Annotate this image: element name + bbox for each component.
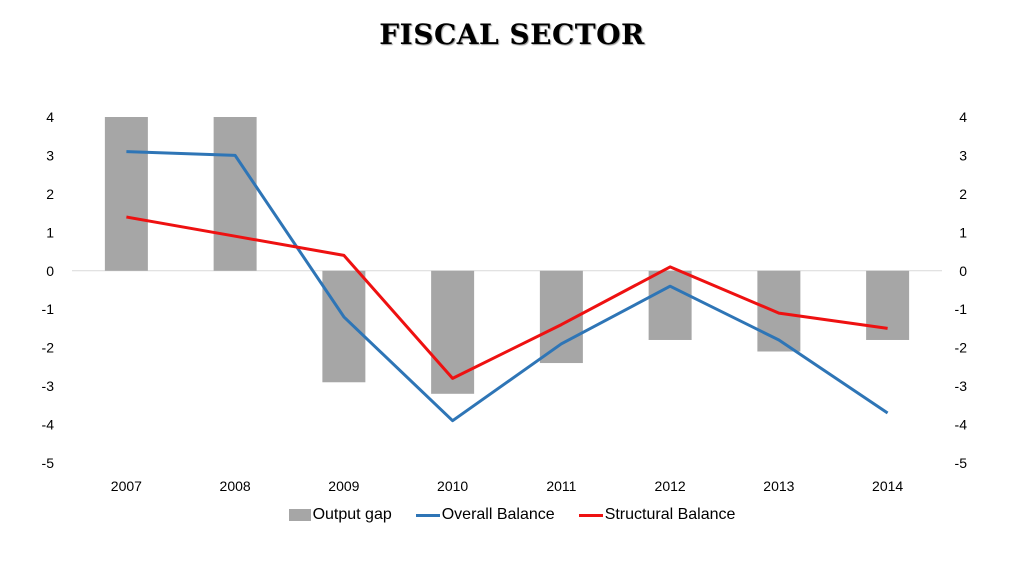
legend-swatch-overall-balance [415, 513, 440, 517]
y-tick-right-2: 2 [959, 186, 967, 202]
bar-output-gap-2007 [104, 117, 148, 271]
y-tick-right-3: 3 [959, 147, 967, 163]
legend-item-overall-balance[interactable]: Overall Balance [415, 506, 555, 524]
x-axis: 2007 2008 2009 2010 2011 2012 2013 2014 [111, 478, 904, 494]
y-tick-right-neg5: -5 [955, 455, 968, 471]
legend-label-structural-balance: Structural Balance [604, 506, 736, 523]
balance-lines [126, 150, 889, 423]
bar-output-gap-2009 [322, 270, 366, 383]
x-tick-2014: 2014 [872, 478, 903, 494]
y-tick-left-3: 3 [46, 147, 54, 163]
bar-output-gap-2013 [757, 270, 801, 352]
bar-output-gap-2008 [213, 117, 257, 271]
x-tick-2013: 2013 [763, 478, 794, 494]
y-axis-left: 4 3 2 1 0 -1 -2 -3 -4 -5 [42, 109, 55, 471]
chart-legend: Output gap Overall Balance Structural Ba… [0, 506, 1024, 524]
y-tick-left-zero: 0 [46, 263, 54, 279]
legend-label-output-gap: Output gap [312, 506, 392, 523]
chart-title: FISCAL SECTOR [379, 18, 645, 51]
bar-output-gap-2010 [431, 270, 475, 394]
x-tick-2007: 2007 [111, 478, 142, 494]
legend-label-overall-balance: Overall Balance [441, 506, 555, 523]
y-tick-left-neg5: -5 [42, 455, 55, 471]
y-tick-left-neg1: -1 [42, 301, 55, 317]
x-tick-2011: 2011 [546, 478, 576, 494]
legend-item-structural-balance[interactable]: Structural Balance [578, 506, 736, 524]
y-tick-right-neg3: -3 [955, 378, 968, 394]
legend-swatch-output-gap [288, 509, 311, 521]
y-tick-left-neg3: -3 [42, 378, 55, 394]
y-tick-left-neg2: -2 [42, 340, 55, 356]
y-tick-left-2: 2 [46, 186, 54, 202]
y-tick-right-1: 1 [959, 224, 967, 240]
x-tick-2010: 2010 [437, 478, 468, 494]
y-tick-right-neg1: -1 [955, 301, 968, 317]
y-axis-right: 4 3 2 1 0 -1 -2 -3 -4 -5 [955, 109, 968, 471]
x-tick-2008: 2008 [220, 478, 251, 494]
output-gap-bars [104, 117, 910, 394]
y-tick-right-zero: 0 [959, 263, 967, 279]
y-tick-left-4: 4 [46, 109, 54, 125]
line-structural-balance [126, 215, 888, 380]
y-tick-right-neg2: -2 [955, 340, 968, 356]
legend-swatch-structural-balance [578, 513, 603, 517]
x-tick-2012: 2012 [655, 478, 686, 494]
y-tick-right-neg4: -4 [955, 417, 968, 433]
y-tick-left-neg4: -4 [42, 417, 55, 433]
y-tick-right-4: 4 [959, 109, 967, 125]
x-tick-2009: 2009 [328, 478, 359, 494]
line-overall-balance [126, 150, 889, 423]
bar-output-gap-2014 [866, 270, 910, 340]
y-tick-left-1: 1 [46, 224, 54, 240]
legend-item-output-gap[interactable]: Output gap [288, 506, 392, 524]
bar-output-gap-2012 [648, 270, 692, 340]
